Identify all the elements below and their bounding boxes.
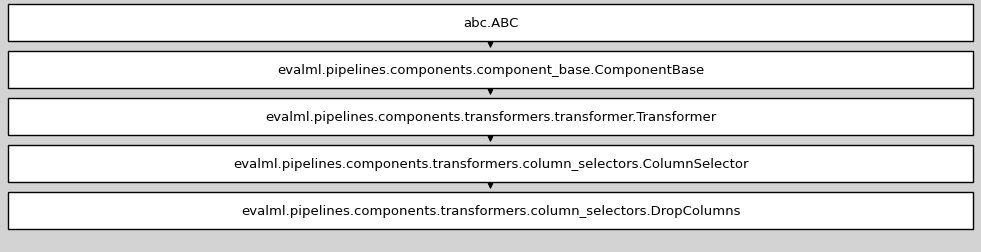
Text: evalml.pipelines.components.component_base.ComponentBase: evalml.pipelines.components.component_ba… bbox=[277, 64, 704, 77]
FancyBboxPatch shape bbox=[8, 5, 973, 42]
FancyBboxPatch shape bbox=[8, 99, 973, 136]
FancyBboxPatch shape bbox=[8, 52, 973, 89]
Text: evalml.pipelines.components.transformers.transformer.Transformer: evalml.pipelines.components.transformers… bbox=[265, 111, 716, 123]
FancyBboxPatch shape bbox=[8, 192, 973, 229]
Text: abc.ABC: abc.ABC bbox=[463, 17, 518, 30]
FancyBboxPatch shape bbox=[8, 145, 973, 182]
Text: evalml.pipelines.components.transformers.column_selectors.ColumnSelector: evalml.pipelines.components.transformers… bbox=[232, 158, 749, 170]
Text: evalml.pipelines.components.transformers.column_selectors.DropColumns: evalml.pipelines.components.transformers… bbox=[240, 204, 741, 217]
